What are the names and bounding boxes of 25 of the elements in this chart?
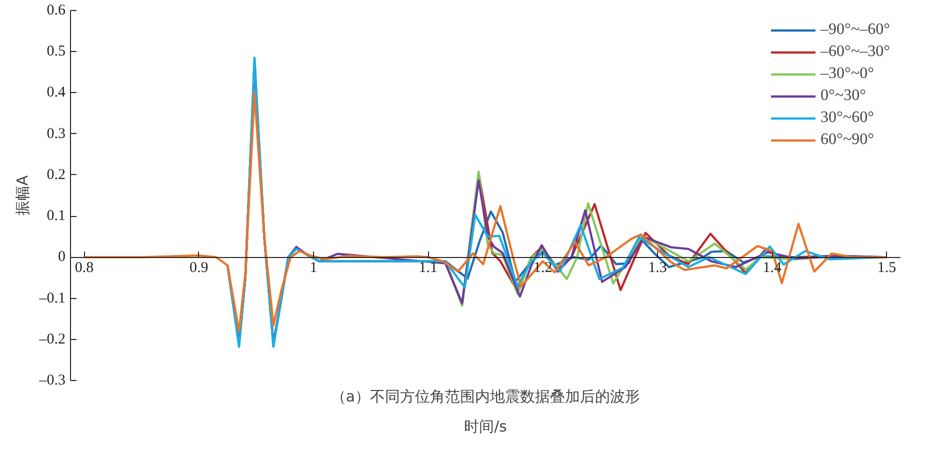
x-tick-label: 1.3 (648, 260, 667, 276)
y-tick-label: 0.6 (46, 2, 66, 18)
y-tick-label: 0.5 (46, 44, 66, 60)
x-tick-label: 0.9 (190, 260, 208, 276)
y-tick-label: 0.1 (46, 208, 66, 224)
x-tick-label: 1.5 (877, 260, 896, 276)
legend-label: 60°~90° (820, 131, 874, 149)
y-tick-label: 0 (58, 249, 66, 266)
y-tick-label: –0.2 (38, 331, 66, 348)
x-tick-label: 1.1 (418, 260, 438, 276)
legend-label: –90°~–60° (820, 21, 890, 39)
text: （a）不同方位角范围内地震数据叠加后的波形 (330, 388, 640, 406)
x-axis-title: 时间/s (464, 418, 508, 436)
y-tick-label: 0.4 (46, 84, 66, 101)
legend-label: –60°~–30° (820, 43, 890, 61)
x-tick-label: 1 (310, 260, 318, 276)
y-axis-title: 振幅A (13, 174, 32, 216)
x-tick-label: 0.8 (74, 260, 94, 276)
y-tick-label: 0.2 (46, 166, 66, 183)
y-tick-label: –0.3 (38, 372, 66, 388)
legend-label: 0°~30° (820, 87, 866, 105)
y-tick-label: –0.1 (38, 290, 66, 306)
legend-label: –30°~0° (820, 65, 874, 83)
y-tick-label: 0.3 (46, 126, 66, 142)
legend-label: 30°~60° (820, 109, 874, 127)
